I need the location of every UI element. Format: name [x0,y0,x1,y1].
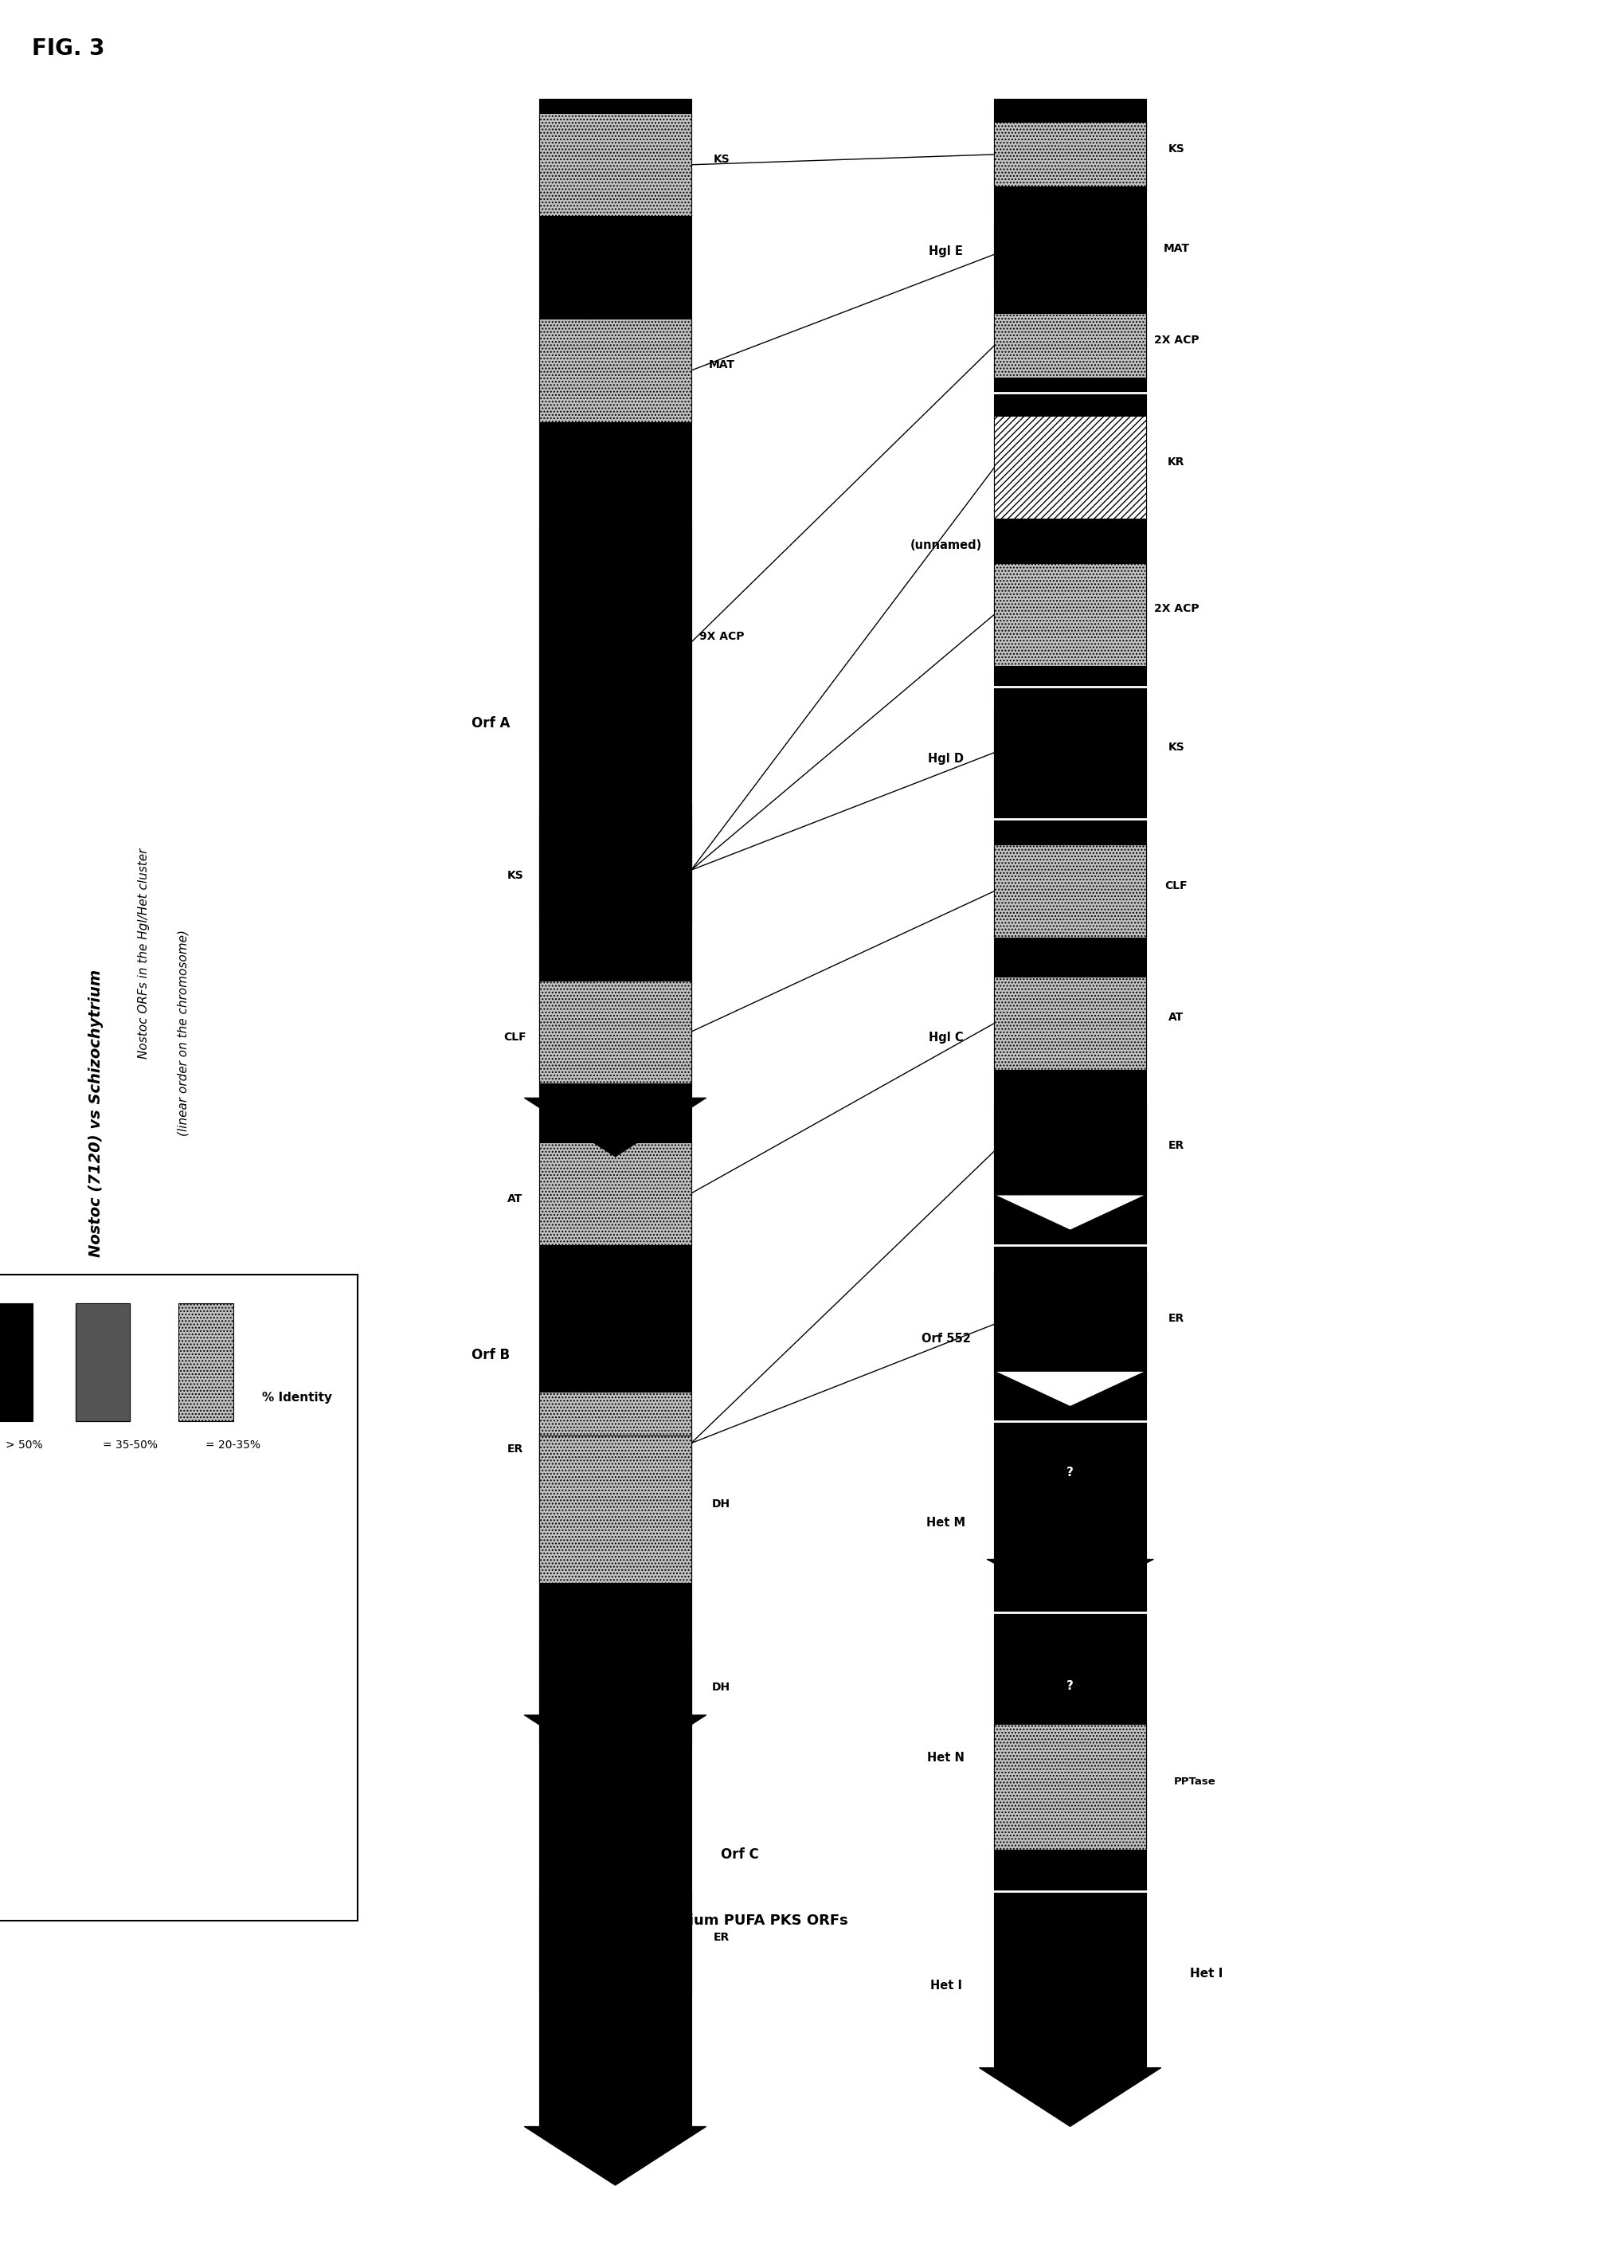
Text: (unnamed): (unnamed) [909,540,981,551]
Text: Hgl E: Hgl E [929,245,963,259]
Polygon shape [994,313,1145,379]
Text: ER: ER [1168,1141,1184,1152]
Text: AT: AT [1168,1012,1184,1023]
Polygon shape [539,320,690,422]
Text: (linear order on the chromosome): (linear order on the chromosome) [177,930,188,1136]
Text: = 35-50%: = 35-50% [102,1440,158,1449]
Polygon shape [539,113,690,215]
Polygon shape [539,1892,690,1994]
Text: MAT: MAT [708,358,734,370]
Text: Orf B: Orf B [471,1347,510,1363]
Text: FIG. 3: FIG. 3 [32,39,104,59]
Text: Orf C: Orf C [721,1848,758,1862]
Text: KR: KR [1168,456,1184,467]
Text: Het I: Het I [929,1980,961,1991]
Text: = 20-35%: = 20-35% [206,1440,261,1449]
Text: Nostoc ORFs in the Hgl/Het cluster: Nostoc ORFs in the Hgl/Het cluster [138,848,149,1059]
Text: Hgl D: Hgl D [927,753,963,764]
Polygon shape [994,975,1145,1070]
Text: ?: ? [1065,1467,1073,1479]
Text: ER: ER [713,1932,729,1944]
Text: % Identity: % Identity [261,1393,331,1404]
Text: ?: ? [1065,1681,1073,1692]
Polygon shape [994,1195,1145,1229]
Polygon shape [994,98,1145,2068]
Text: Nostoc (7120) vs Schizochytrium: Nostoc (7120) vs Schizochytrium [88,968,102,1256]
Polygon shape [525,2127,706,2186]
Text: > 50%: > 50% [6,1440,42,1449]
Polygon shape [994,1724,1145,1848]
Polygon shape [994,1272,1145,1377]
Polygon shape [994,705,1145,798]
Text: MAT: MAT [1163,243,1189,254]
Text: DH: DH [711,1683,731,1692]
Polygon shape [525,1098,706,1157]
Polygon shape [539,98,690,1098]
Text: 2X ACP: 2X ACP [1153,333,1199,345]
Text: DH: DH [711,1499,731,1508]
Polygon shape [539,1642,690,1744]
Text: Orf 552: Orf 552 [921,1334,970,1345]
Polygon shape [75,1304,130,1422]
Polygon shape [0,1304,32,1422]
Text: PPTase: PPTase [1173,1776,1215,1787]
Polygon shape [539,1143,690,1245]
Polygon shape [539,524,690,760]
Polygon shape [0,1275,357,1921]
Polygon shape [179,1304,232,1422]
Text: Het I: Het I [1190,1969,1223,1980]
Polygon shape [994,1372,1145,1406]
Text: (separate Orfs): (separate Orfs) [538,1914,661,1928]
Polygon shape [539,1393,690,1495]
Text: 2X ACP: 2X ACP [1153,603,1199,615]
Polygon shape [986,1560,1153,1603]
Polygon shape [539,980,690,1084]
Polygon shape [994,415,1145,519]
Text: KS: KS [507,871,523,882]
Text: CLF: CLF [1164,880,1187,891]
Polygon shape [539,803,690,1715]
Polygon shape [539,1422,690,2127]
Polygon shape [979,2068,1161,2127]
Polygon shape [539,1436,690,1583]
Text: AT: AT [507,1193,523,1204]
Polygon shape [994,122,1145,186]
Polygon shape [525,1715,706,1774]
Polygon shape [539,819,690,921]
Text: Schizochytrium PUFA PKS ORFs: Schizochytrium PUFA PKS ORFs [594,1914,848,1928]
Text: KS: KS [1168,143,1184,154]
Text: ER: ER [507,1442,523,1454]
Text: Het N: Het N [927,1751,965,1765]
Text: ER: ER [1168,1313,1184,1325]
Text: Het M: Het M [926,1517,965,1529]
Polygon shape [75,1304,130,1422]
Polygon shape [994,222,1145,286]
Text: Hgl C: Hgl C [927,1032,963,1043]
Polygon shape [994,1105,1145,1198]
Text: KS: KS [713,154,729,166]
Polygon shape [994,844,1145,939]
Text: CLF: CLF [503,1032,526,1043]
Text: Orf A: Orf A [471,717,510,730]
Text: 9X ACP: 9X ACP [698,631,744,642]
Polygon shape [994,562,1145,667]
Text: KS: KS [1168,742,1184,753]
